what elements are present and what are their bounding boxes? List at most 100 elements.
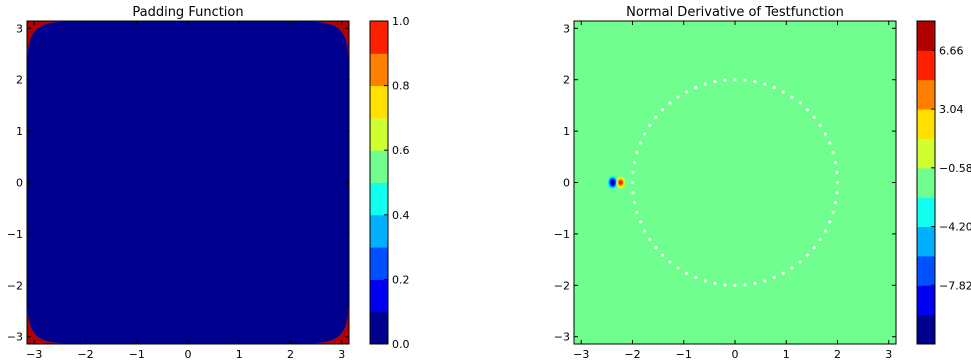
circle-marker [654,246,658,250]
y-tick-label: −3 [7,331,23,344]
circle-marker [753,80,757,84]
circle-marker [676,266,680,270]
circle-marker [631,181,635,184]
contour-band [27,21,349,344]
chart-title: Padding Function [132,5,243,20]
colorbar-tick-label: 0.0 [392,338,410,351]
colorbar-segment [370,150,388,183]
colorbar-segment [917,109,935,139]
circle-marker [643,132,647,136]
y-tick-label: 2 [563,74,570,87]
contour-band [574,21,896,344]
circle-marker [818,123,822,127]
colorbar-segment [370,279,388,313]
circle-marker [831,210,835,214]
circle-marker [635,210,639,214]
circle-marker [635,151,639,155]
circle-marker [763,279,767,283]
colorbar-tick-label: 1.0 [392,15,410,28]
colorbar: −7.82 −4.20 −0.58 3.04 6.66 [916,20,971,345]
x-tick-label: −3 [573,348,589,361]
circle-marker [685,271,689,275]
circle-marker [643,229,647,233]
circle-marker [631,191,635,195]
circle-marker [835,181,839,184]
colorbar-segment [370,117,388,151]
colorbar-segment [917,197,935,228]
y-tick-label: −1 [7,228,23,241]
colorbar-tick-label: 0.6 [392,144,410,157]
circle-marker [743,283,747,287]
colorbar-segment [370,182,388,216]
circle-marker [703,82,707,86]
chart-title: Normal Derivative of Testfunction [626,5,844,20]
dipole-negative-lobe [611,180,615,185]
circle-marker [661,108,665,112]
circle-marker [790,95,794,99]
padding-contour-plot [27,21,349,344]
circle-marker [676,95,680,99]
circle-marker [834,160,838,164]
circle-marker [632,160,636,164]
colorbar-segment [917,226,935,257]
y-tick-label: 1 [563,125,570,138]
circle-marker [834,201,838,205]
y-tick-label: 3 [16,22,23,35]
colorbar-tick-label: −0.58 [939,162,971,175]
circle-marker [831,151,835,155]
colorbar-tick-label: −4.20 [939,221,971,234]
x-tick-label: 2 [287,348,294,361]
x-tick-label: 0 [185,348,192,361]
circle-marker [723,78,727,82]
colorbar-segment [370,21,388,54]
circle-marker [828,141,832,145]
colorbar-segment [917,167,935,198]
x-tick-label: −1 [129,348,145,361]
circle-marker [790,266,794,270]
colorbar-segment [370,247,388,280]
derivative-contour-plot [574,21,896,344]
y-tick-label: 3 [563,22,570,35]
x-tick-label: 1 [783,348,790,361]
x-tick-label: −1 [676,348,692,361]
circle-marker [713,281,717,285]
circle-marker [753,281,757,285]
x-tick-label: 2 [834,348,841,361]
colorbar-segment [917,255,935,286]
circle-marker [781,271,785,275]
x-tick-label: −2 [624,348,640,361]
y-tick-label: −1 [554,228,570,241]
colorbar-segment [370,85,388,119]
circle-marker [798,260,802,264]
y-tick-label: −2 [7,279,23,292]
circle-marker [632,201,636,205]
normal-derivative-panel: Normal Derivative of Testfunction −3 −2 −1… [554,5,971,361]
circle-marker [772,86,776,90]
dipole-positive-lobe [618,180,623,185]
colorbar-segment [370,53,388,87]
colorbar-segment [917,314,935,345]
circle-marker [772,275,776,279]
circle-marker [668,260,672,264]
circle-marker [703,279,707,283]
circle-marker [805,108,809,112]
colorbar-segment [370,214,388,248]
circle-marker [685,90,689,94]
colorbar: 0.0 0.2 0.4 0.6 0.8 1.0 [369,15,410,351]
colorbar-tick-label: 0.4 [392,209,410,222]
circle-marker [818,238,822,242]
circle-marker [733,283,737,287]
colorbar-segment [917,79,935,110]
axis-ticks: −3 −2 −1 0 1 2 3 −3 −2 −1 0 1 2 3 [554,21,896,361]
x-tick-label: 1 [236,348,243,361]
x-tick-label: −3 [26,348,42,361]
colorbar-tick-label: 0.2 [392,273,410,286]
colorbar-segment [917,50,935,81]
y-tick-label: −2 [554,279,570,292]
colorbar-segment [370,311,388,345]
colorbar-tick-label: 6.66 [939,44,964,57]
colorbar-frame [369,20,389,345]
y-tick-label: −3 [554,331,570,344]
x-tick-label: 0 [732,348,739,361]
circle-marker [835,170,839,174]
